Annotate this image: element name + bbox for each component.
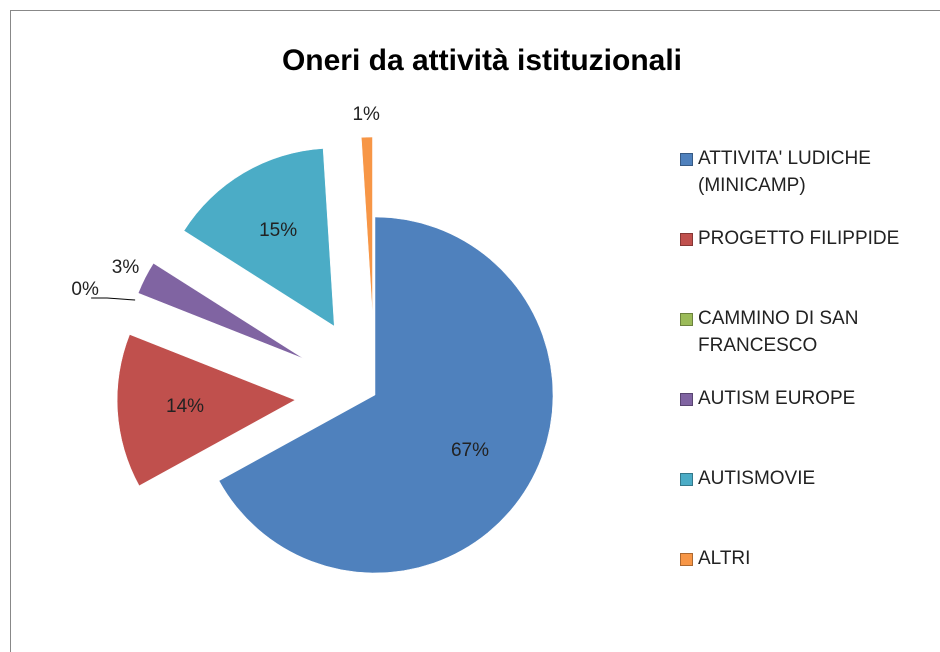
leader-line (91, 297, 136, 301)
legend-label: PROGETTO FILIPPIDE (698, 228, 900, 249)
legend-swatch (680, 393, 693, 406)
pie-slice (135, 299, 301, 366)
legend-item: AUTISMOVIE (680, 465, 930, 545)
legend-swatch (680, 233, 693, 246)
legend-swatch (680, 313, 693, 326)
data-label: 67% (451, 440, 489, 461)
data-label: 0% (71, 279, 99, 300)
pie-slice (218, 216, 554, 574)
legend-item: CAMMINO DI SAN FRANCESCO (680, 305, 930, 385)
pie-slice (137, 262, 304, 359)
legend-item: ALTRI (680, 545, 930, 625)
data-label: 14% (166, 396, 204, 417)
legend-swatch (680, 473, 693, 486)
data-label: 15% (259, 220, 297, 241)
legend-label: ATTIVITA' LUDICHE (MINICAMP) (698, 148, 871, 196)
legend-label: ALTRI (698, 548, 751, 569)
pie-slice (183, 148, 335, 327)
legend-label: AUTISMOVIE (698, 468, 816, 489)
legend-label: CAMMINO DI SAN FRANCESCO (698, 308, 859, 356)
legend-item: AUTISM EUROPE (680, 385, 930, 465)
pie-slice (361, 136, 373, 316)
legend-swatch (680, 153, 693, 166)
data-label: 3% (112, 257, 140, 278)
legend-label: AUTISM EUROPE (698, 388, 856, 409)
legend-item: PROGETTO FILIPPIDE (680, 225, 930, 305)
pie-slice (116, 334, 296, 487)
legend: ATTIVITA' LUDICHE (MINICAMP) PROGETTO FIL… (680, 145, 930, 625)
data-label: 1% (352, 104, 380, 125)
legend-item: ATTIVITA' LUDICHE (MINICAMP) (680, 145, 930, 225)
chart-title: Oneri da attività istituzionali (282, 44, 682, 77)
legend-swatch (680, 553, 693, 566)
